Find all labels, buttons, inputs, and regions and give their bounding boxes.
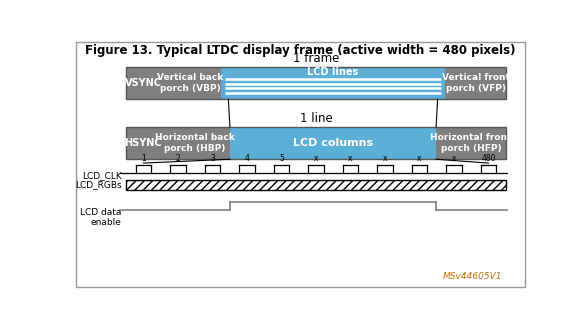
Text: LCD_RGBs: LCD_RGBs xyxy=(75,181,122,189)
Text: Figure 13. Typical LTDC display frame (active width = 480 pixels): Figure 13. Typical LTDC display frame (a… xyxy=(85,44,516,57)
Text: 4: 4 xyxy=(244,154,249,163)
Text: Vertical back
porch (VBP): Vertical back porch (VBP) xyxy=(157,73,224,93)
Bar xyxy=(126,67,506,99)
Text: 480: 480 xyxy=(481,154,496,163)
Text: 5: 5 xyxy=(279,154,284,163)
Text: 3: 3 xyxy=(210,154,215,163)
Text: 2: 2 xyxy=(176,154,180,163)
Text: LCD columns: LCD columns xyxy=(293,138,373,148)
Text: x: x xyxy=(452,154,456,163)
Bar xyxy=(230,127,436,159)
Bar xyxy=(160,67,221,99)
Text: Horizontal front
porch (HFP): Horizontal front porch (HFP) xyxy=(430,133,512,153)
Bar xyxy=(160,127,230,159)
Bar xyxy=(126,180,506,190)
Bar xyxy=(126,67,160,99)
Bar xyxy=(446,67,506,99)
Bar xyxy=(126,127,506,159)
Text: 1: 1 xyxy=(141,154,146,163)
Text: 1 line: 1 line xyxy=(299,112,332,125)
Text: LCD_CLK: LCD_CLK xyxy=(82,171,122,180)
Text: Horizontal back
porch (HBP): Horizontal back porch (HBP) xyxy=(155,133,235,153)
Text: x: x xyxy=(313,154,318,163)
Text: Vertical front
porch (VFP): Vertical front porch (VFP) xyxy=(441,73,510,93)
Text: LCD lines: LCD lines xyxy=(308,67,359,77)
Text: x: x xyxy=(348,154,353,163)
Text: x: x xyxy=(383,154,387,163)
Bar xyxy=(221,67,446,99)
Bar xyxy=(126,127,160,159)
Text: LCD data
enable: LCD data enable xyxy=(80,208,122,228)
Text: HSYNC: HSYNC xyxy=(124,138,162,148)
Text: x: x xyxy=(417,154,422,163)
Text: MSv44605V1: MSv44605V1 xyxy=(443,272,502,281)
Bar xyxy=(436,127,506,159)
Text: VSYNC: VSYNC xyxy=(124,78,161,88)
Text: 1 frame: 1 frame xyxy=(293,52,339,65)
